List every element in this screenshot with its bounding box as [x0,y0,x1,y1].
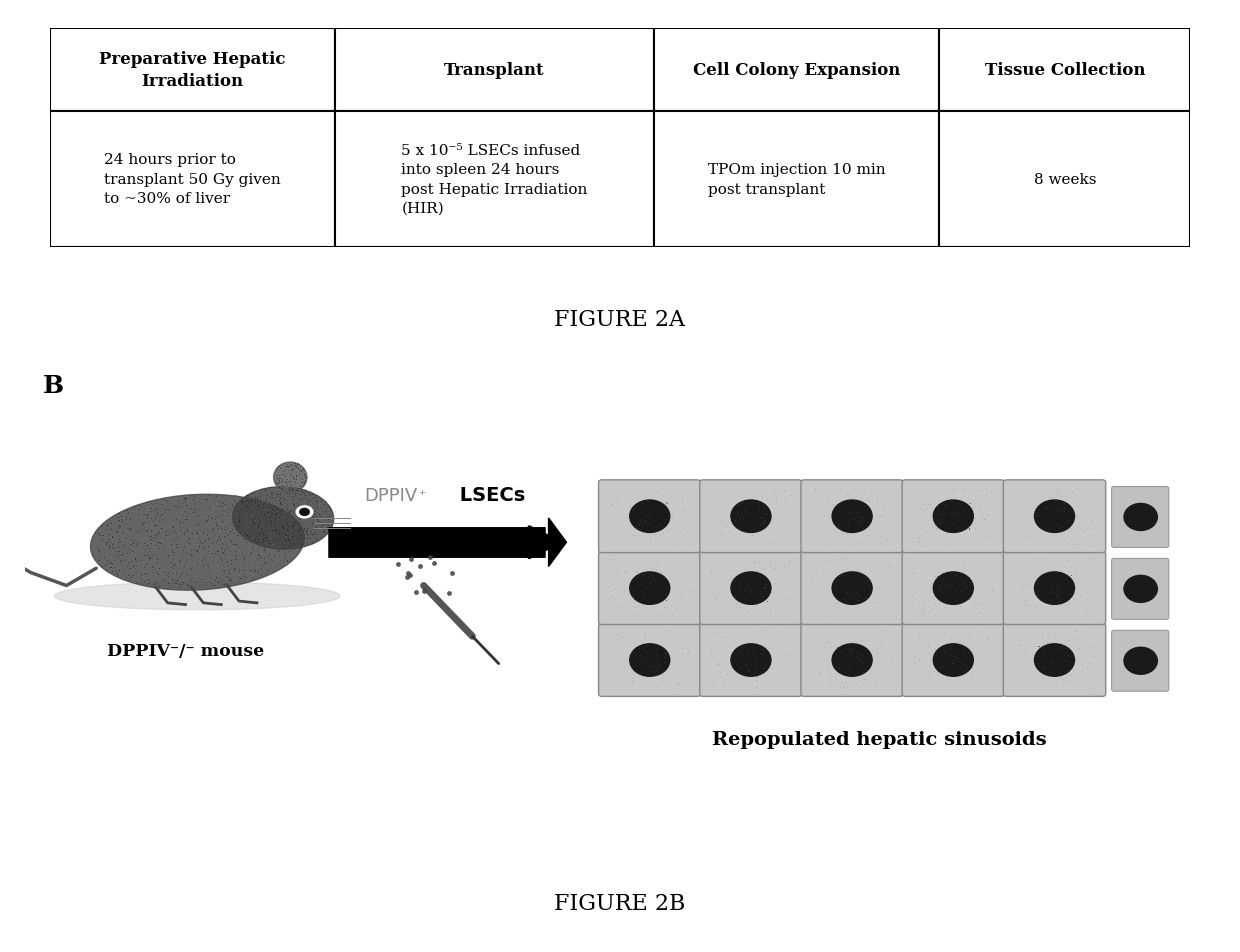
Circle shape [300,509,309,516]
Polygon shape [335,111,655,248]
Text: TPOm injection 10 min
post transplant: TPOm injection 10 min post transplant [708,163,885,196]
Ellipse shape [274,463,308,493]
Ellipse shape [1123,647,1157,675]
Ellipse shape [832,501,872,533]
Ellipse shape [1123,576,1157,603]
FancyBboxPatch shape [1003,552,1106,625]
FancyBboxPatch shape [801,552,903,625]
Text: FIGURE 2A: FIGURE 2A [554,308,686,331]
FancyBboxPatch shape [699,552,802,625]
FancyBboxPatch shape [903,624,1004,697]
Text: DPPIV⁻/⁻ mouse: DPPIV⁻/⁻ mouse [107,643,264,660]
FancyBboxPatch shape [699,481,802,553]
Text: Transplant: Transplant [444,62,544,79]
Text: Cell Colony Expansion: Cell Colony Expansion [693,62,900,79]
FancyBboxPatch shape [801,481,903,553]
Ellipse shape [1123,504,1157,531]
Polygon shape [50,29,335,111]
Text: 24 hours prior to
transplant 50 Gy given
to ~30% of liver: 24 hours prior to transplant 50 Gy given… [104,153,280,207]
Ellipse shape [233,487,334,549]
Ellipse shape [630,645,670,677]
Text: 8 weeks: 8 weeks [1034,172,1096,187]
FancyBboxPatch shape [1111,630,1169,691]
Text: B: B [42,374,63,398]
FancyBboxPatch shape [599,481,701,553]
FancyBboxPatch shape [903,552,1004,625]
Text: 5 x 10⁻⁵ LSECs infused
into spleen 24 hours
post Hepatic Irradiation
(HIR): 5 x 10⁻⁵ LSECs infused into spleen 24 ho… [402,144,588,216]
Ellipse shape [1034,572,1075,605]
FancyBboxPatch shape [699,624,802,697]
Ellipse shape [730,501,771,533]
Polygon shape [50,111,335,248]
FancyBboxPatch shape [903,481,1004,553]
Ellipse shape [934,572,973,605]
Polygon shape [940,29,1190,111]
Text: LSECs: LSECs [454,486,526,505]
Ellipse shape [934,501,973,533]
Ellipse shape [730,645,771,677]
Ellipse shape [55,583,340,610]
Ellipse shape [1034,501,1075,533]
FancyBboxPatch shape [1003,481,1106,553]
FancyBboxPatch shape [1111,487,1169,547]
FancyBboxPatch shape [599,624,701,697]
Ellipse shape [934,645,973,677]
Polygon shape [940,111,1190,248]
Polygon shape [548,519,567,566]
Circle shape [296,506,312,519]
Ellipse shape [730,572,771,605]
FancyBboxPatch shape [1003,624,1106,697]
Ellipse shape [630,572,670,605]
Text: Repopulated hepatic sinusoids: Repopulated hepatic sinusoids [712,730,1047,748]
Text: Tissue Collection: Tissue Collection [985,62,1146,79]
Polygon shape [655,29,940,111]
Text: FIGURE 2B: FIGURE 2B [554,892,686,914]
Ellipse shape [832,645,872,677]
FancyBboxPatch shape [1111,559,1169,620]
Ellipse shape [630,501,670,533]
Text: Preparative Hepatic
Irradiation: Preparative Hepatic Irradiation [99,50,285,89]
Ellipse shape [832,572,872,605]
Ellipse shape [91,495,304,590]
Polygon shape [335,29,655,111]
Polygon shape [655,111,940,248]
Ellipse shape [1034,645,1075,677]
Text: ⁺: ⁺ [418,488,425,502]
Text: DPPIV: DPPIV [365,486,418,504]
FancyBboxPatch shape [599,552,701,625]
FancyBboxPatch shape [801,624,903,697]
